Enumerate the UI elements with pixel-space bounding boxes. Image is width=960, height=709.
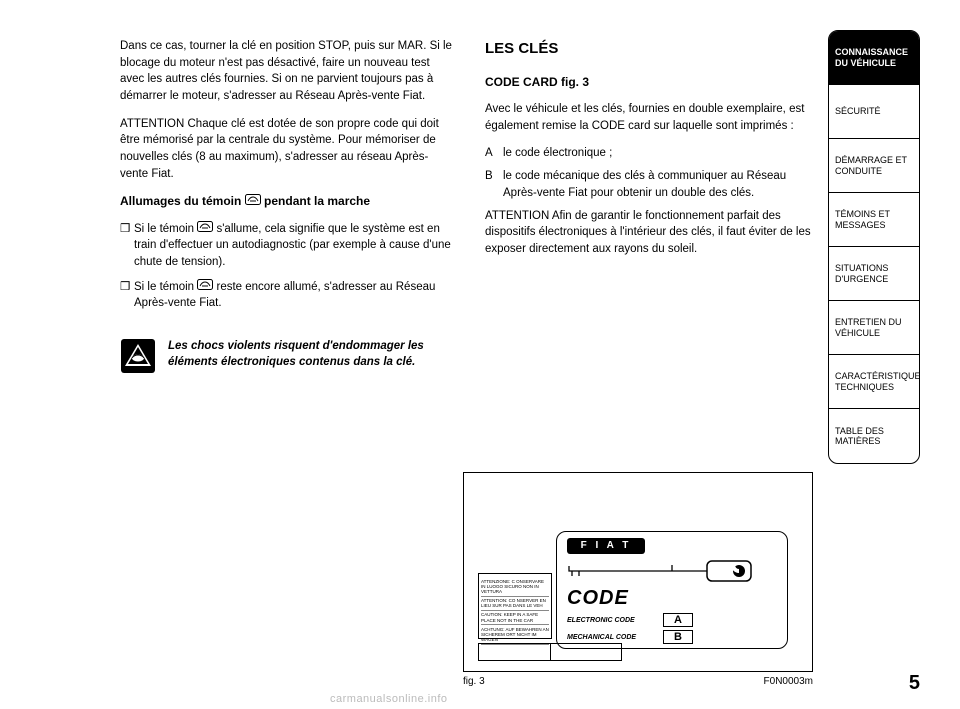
heading: LES CLÉS	[485, 38, 820, 60]
text: Si le témoin	[134, 223, 197, 235]
figure-caption: fig. 3 F0N0003m	[463, 676, 813, 687]
text: Allumages du témoin	[120, 194, 245, 208]
paragraph: Dans ce cas, tourner la clé en position …	[120, 38, 455, 105]
tab-securite[interactable]: SÉCURITÉ	[829, 85, 919, 139]
watermark-url: carmanualsonline.info	[330, 693, 448, 705]
tab-demarrage[interactable]: DÉMARRAGE ET CONDUITE	[829, 139, 919, 193]
list-key: B	[485, 168, 503, 201]
small-card-line: CAUTION: KEEP IN A SAFE PLACE NOT IN THE…	[481, 611, 549, 625]
right-column: LES CLÉS CODE CARD fig. 3 Avec le véhicu…	[485, 38, 820, 374]
list-item: Ble code mécanique des clés à communique…	[485, 168, 820, 201]
bullet-mark: ❒	[120, 221, 134, 271]
paragraph: ATTENTION Afin de garantir le fonctionne…	[485, 208, 820, 258]
car-warning-icon	[197, 279, 213, 296]
bullet-item: ❒ Si le témoin s'allume, cela signifie q…	[120, 221, 455, 271]
small-card-line: ATTENZIONE: C ONSERVARE IN LUOGO SICURO …	[481, 577, 549, 597]
page: Dans ce cas, tourner la clé en position …	[0, 0, 960, 709]
list-text: le code électronique ;	[503, 145, 612, 162]
bottom-boxes	[478, 643, 622, 661]
fiat-brand-badge: F I A T	[567, 538, 645, 554]
small-card-line: ATTENTION: CO NSERVER EN LIEU SUR PAS DA…	[481, 597, 549, 611]
list-key: A	[485, 145, 503, 162]
car-warning-icon	[245, 193, 261, 210]
bullet-text: Si le témoin s'allume, cela signifie que…	[134, 221, 455, 271]
code-box-a: A	[663, 613, 693, 627]
code-row: ELECTRONIC CODE A	[567, 613, 777, 627]
code-label: ELECTRONIC CODE	[567, 617, 663, 624]
warning-text: Les chocs violents risquent d'endommager…	[168, 338, 455, 370]
warning-icon	[120, 338, 156, 374]
subheading: CODE CARD fig. 3	[485, 74, 820, 91]
figure-box: ATTENZIONE: C ONSERVARE IN LUOGO SICURO …	[463, 472, 813, 672]
tab-connaissance[interactable]: CONNAISSANCE DU VÉHICULE	[829, 31, 919, 85]
small-card: ATTENZIONE: C ONSERVARE IN LUOGO SICURO …	[478, 573, 552, 639]
tab-urgence[interactable]: SITUATIONS D'URGENCE	[829, 247, 919, 301]
tab-entretien[interactable]: ENTRETIEN DU VÉHICULE	[829, 301, 919, 355]
key-icon	[567, 558, 777, 589]
figure-3: ATTENZIONE: C ONSERVARE IN LUOGO SICURO …	[463, 472, 813, 687]
code-card: F I A T CODE ELECTRONIC CODE A	[556, 531, 788, 649]
text: pendant la marche	[264, 194, 370, 208]
left-column: Dans ce cas, tourner la clé en position …	[120, 38, 455, 374]
code-label: MECHANICAL CODE	[567, 634, 663, 641]
bullet-item: ❒ Si le témoin reste encore allumé, s'ad…	[120, 279, 455, 312]
bullet-mark: ❒	[120, 279, 134, 312]
paragraph: ATTENTION Chaque clé est dotée de son pr…	[120, 116, 455, 183]
subheading: Allumages du témoin pendant la marche	[120, 193, 455, 210]
empty-box	[550, 643, 622, 661]
tab-temoins[interactable]: TÉMOINS ET MESSAGES	[829, 193, 919, 247]
paragraph: Avec le véhicule et les clés, fournies e…	[485, 101, 820, 134]
code-row: MECHANICAL CODE B	[567, 630, 777, 644]
list-item: Ale code électronique ;	[485, 145, 820, 162]
empty-box	[478, 643, 550, 661]
tab-table[interactable]: TABLE DES MATIÈRES	[829, 409, 919, 463]
figure-number: fig. 3	[463, 676, 485, 687]
text: Si le témoin	[134, 281, 197, 293]
list-text: le code mécanique des clés à communiquer…	[503, 168, 820, 201]
section-tabs: CONNAISSANCE DU VÉHICULE SÉCURITÉ DÉMARR…	[828, 30, 920, 464]
page-number: 5	[909, 672, 920, 695]
code-title: CODE	[567, 587, 777, 610]
content-columns: Dans ce cas, tourner la clé en position …	[120, 38, 820, 374]
warning-block: Les chocs violents risquent d'endommager…	[120, 338, 455, 374]
car-warning-icon	[197, 221, 213, 238]
code-box-b: B	[663, 630, 693, 644]
bullet-text: Si le témoin reste encore allumé, s'adre…	[134, 279, 455, 312]
small-card-line: ACHTUNG: AUF BEWAHREN AN SICHEREM ORT NI…	[481, 625, 549, 645]
figure-ref: F0N0003m	[764, 676, 813, 687]
tab-caracteristiques[interactable]: CARACTÉRISTIQUES TECHNIQUES	[829, 355, 919, 409]
